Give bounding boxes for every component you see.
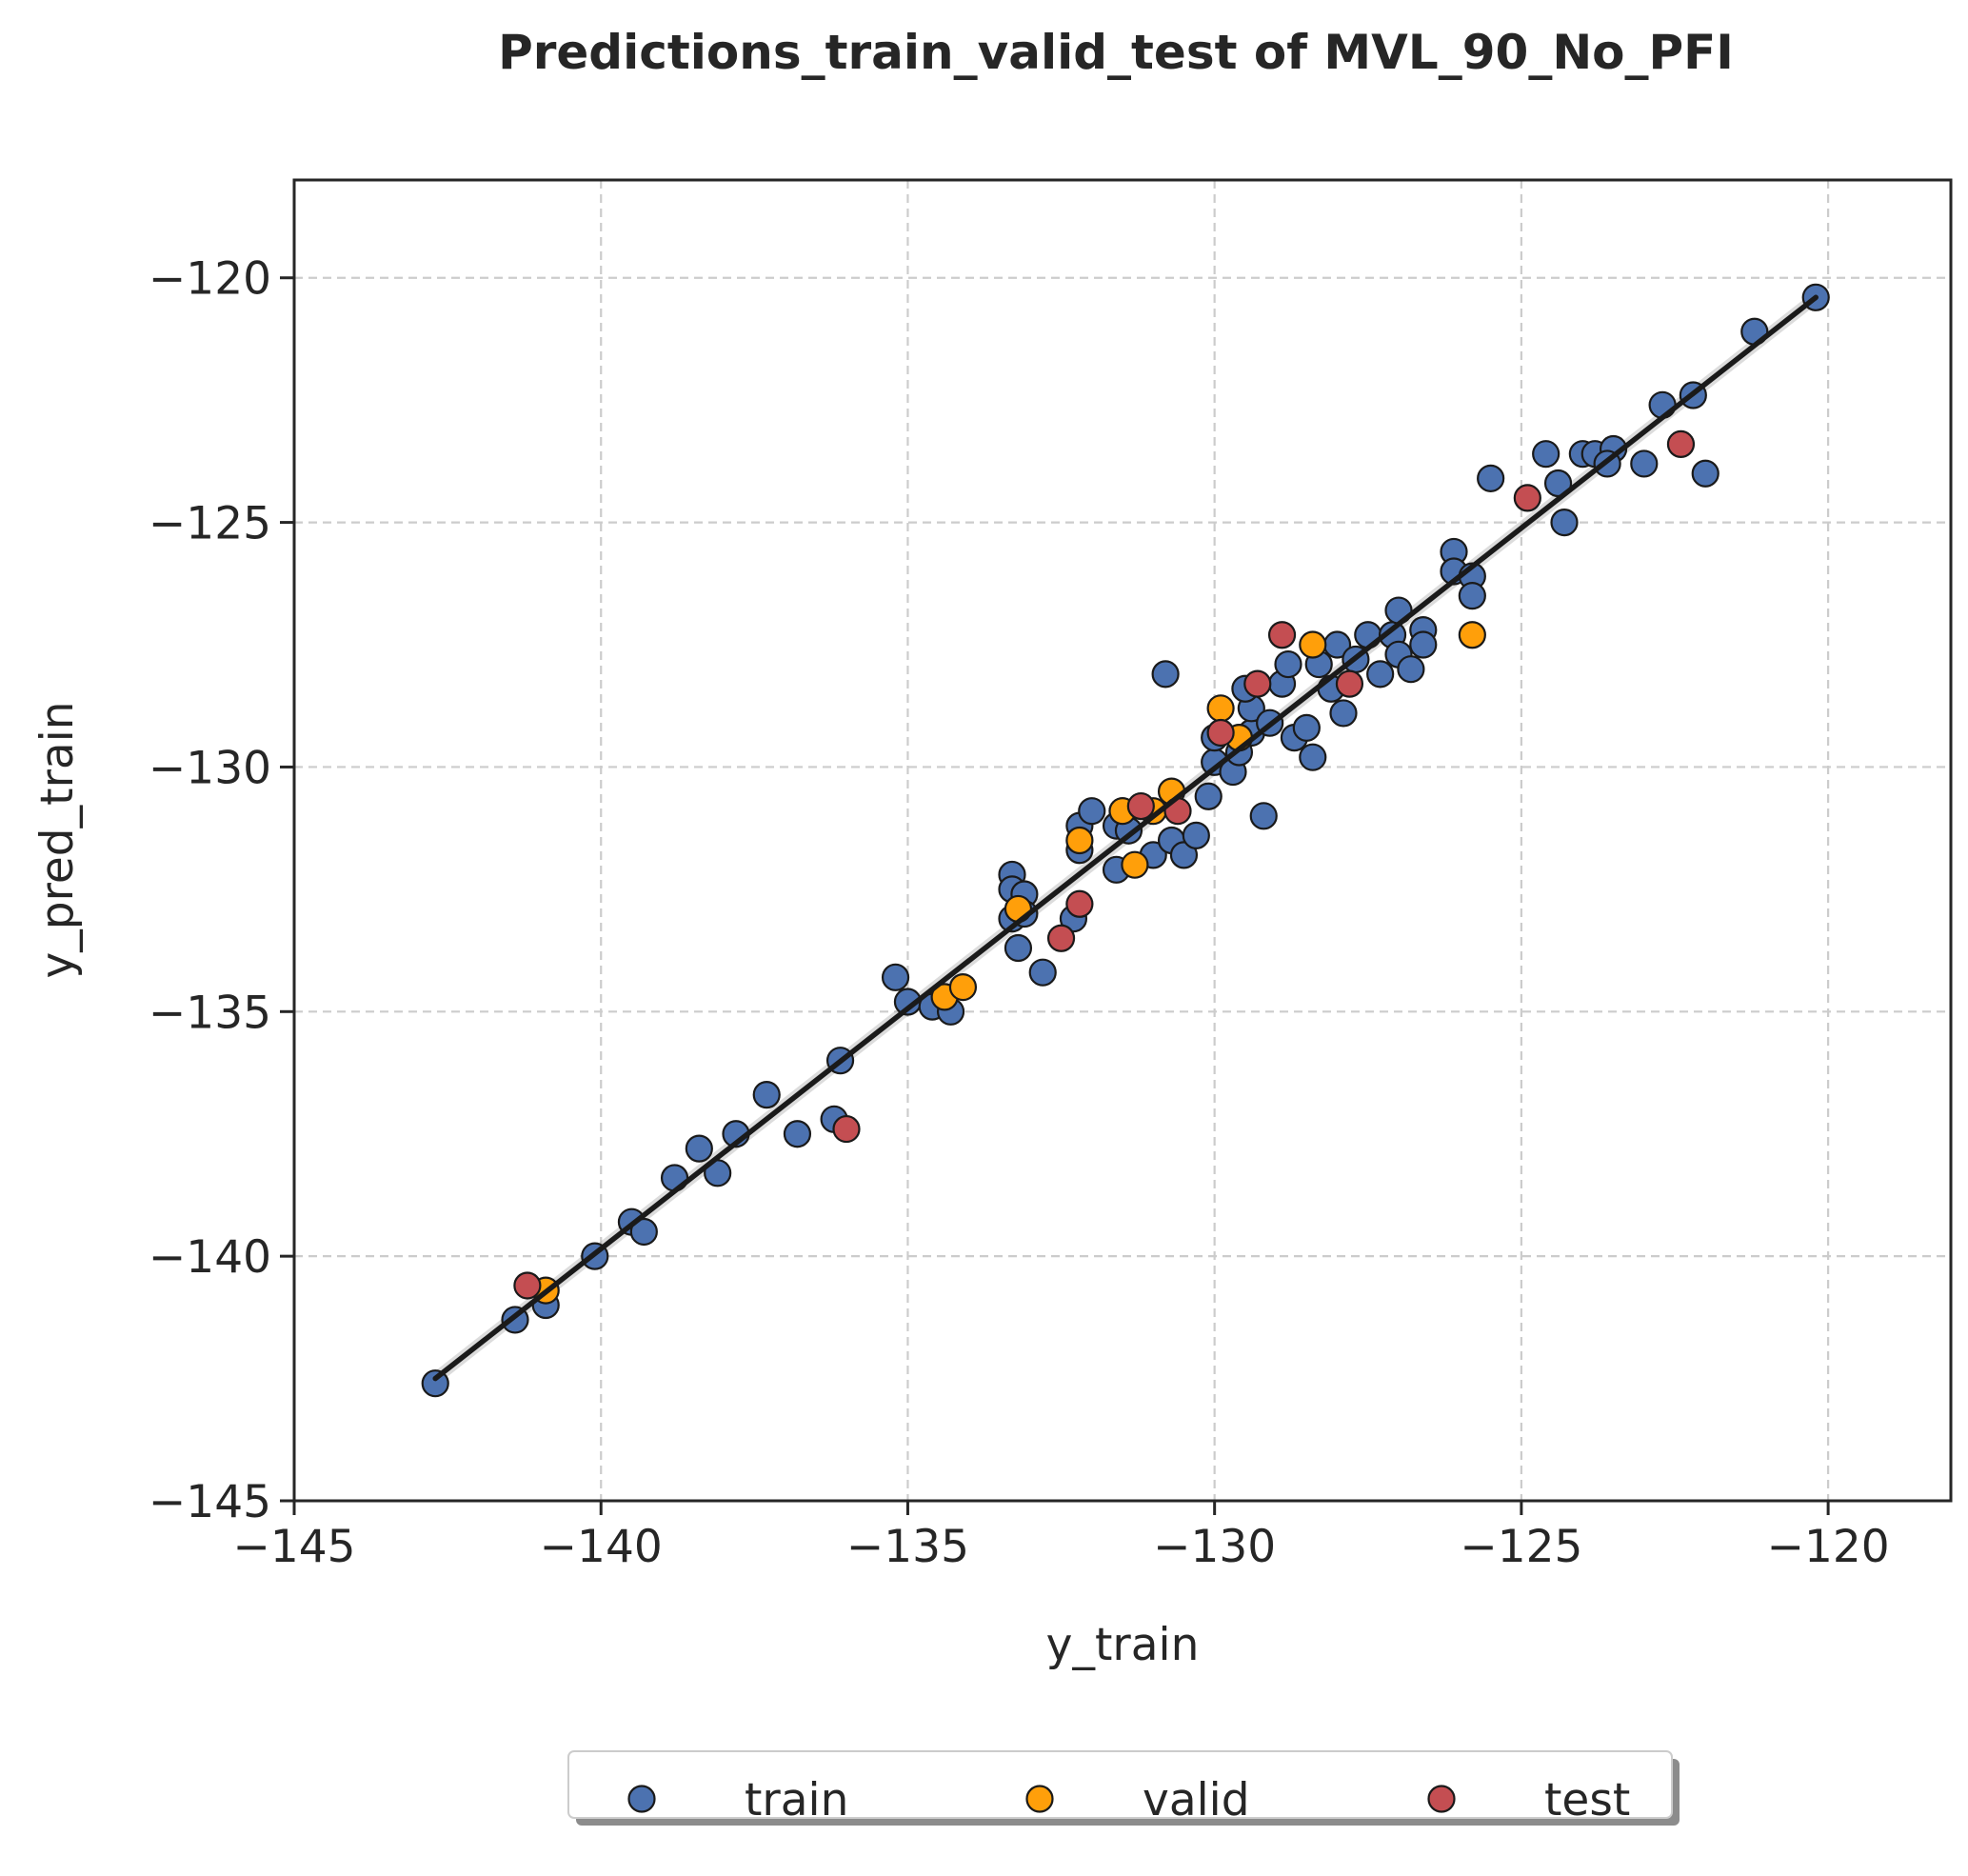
train-point bbox=[1329, 699, 1358, 728]
x-tick-label: −145 bbox=[232, 1521, 355, 1573]
test-point bbox=[1243, 669, 1272, 698]
valid-point bbox=[1458, 621, 1486, 649]
train-point bbox=[783, 1120, 812, 1148]
chart-title: Predictions_train_valid_test of MVL_90_N… bbox=[498, 25, 1734, 80]
train-point bbox=[1292, 713, 1321, 742]
train-point bbox=[1458, 582, 1486, 610]
train-point bbox=[1409, 630, 1438, 659]
y-tick-label: −135 bbox=[149, 987, 271, 1039]
legend-label-train: train bbox=[745, 1774, 848, 1826]
train-point bbox=[1151, 660, 1180, 689]
train-point bbox=[1397, 655, 1425, 684]
plot-frame bbox=[292, 178, 1953, 1503]
test-point bbox=[1206, 718, 1235, 748]
valid-point bbox=[1121, 850, 1149, 879]
y-tick-label: −120 bbox=[149, 253, 271, 306]
train-point bbox=[1169, 841, 1199, 869]
test-point bbox=[832, 1114, 861, 1144]
axis-ticks: −145 −140 −135 −130 −125 −120 −145 −140 −135 −130… bbox=[149, 253, 1890, 1573]
x-tick-label: −125 bbox=[1460, 1521, 1582, 1573]
train-point bbox=[1004, 933, 1033, 963]
grid bbox=[294, 180, 1951, 1501]
train-point bbox=[421, 1369, 449, 1398]
train-point bbox=[1648, 390, 1677, 419]
train-point bbox=[1194, 782, 1223, 810]
train-point bbox=[629, 1217, 658, 1247]
fit-line bbox=[432, 294, 1819, 1382]
train-point bbox=[1274, 649, 1302, 679]
legend: train valid test bbox=[567, 1750, 1680, 1826]
x-tick-label: −130 bbox=[1153, 1521, 1276, 1573]
x-tick-label: −135 bbox=[846, 1521, 969, 1573]
train-point bbox=[685, 1134, 713, 1163]
x-tick-label: −120 bbox=[1767, 1521, 1890, 1573]
train-point bbox=[1691, 459, 1720, 488]
test-point bbox=[1335, 669, 1364, 698]
test-point bbox=[1666, 429, 1696, 458]
train-point bbox=[1182, 821, 1210, 849]
legend-marker-train bbox=[627, 1785, 656, 1813]
test-point bbox=[1513, 484, 1541, 512]
train-point bbox=[1550, 508, 1579, 537]
valid-point bbox=[1065, 826, 1094, 855]
y-tick-label: −125 bbox=[149, 498, 271, 550]
legend-marker-test bbox=[1427, 1785, 1456, 1813]
test-point bbox=[1065, 889, 1094, 918]
y-axis-label: y_pred_train bbox=[31, 701, 84, 978]
test-point bbox=[513, 1271, 542, 1300]
train-point bbox=[1366, 660, 1395, 689]
train-point bbox=[1299, 743, 1327, 771]
legend-marker-valid bbox=[1025, 1785, 1054, 1813]
train-point bbox=[881, 963, 910, 991]
legend-label-valid: valid bbox=[1143, 1774, 1250, 1826]
y-tick-label: −145 bbox=[149, 1476, 271, 1528]
x-tick-label: −140 bbox=[540, 1521, 663, 1573]
train-point bbox=[1630, 449, 1659, 478]
y-tick-label: −140 bbox=[149, 1231, 271, 1284]
test-point bbox=[1267, 621, 1297, 649]
train-point bbox=[752, 1081, 781, 1109]
legend-box bbox=[567, 1750, 1673, 1819]
fit-line-layer bbox=[432, 294, 1819, 1382]
y-tick-label: −130 bbox=[149, 742, 271, 794]
train-point bbox=[1532, 440, 1560, 469]
valid-point bbox=[1299, 630, 1327, 659]
valid-point bbox=[948, 973, 978, 1002]
test-point bbox=[1126, 791, 1155, 821]
test-point bbox=[1046, 924, 1076, 952]
train-point bbox=[1249, 802, 1278, 830]
valid-point bbox=[1206, 694, 1235, 723]
train-point bbox=[1028, 958, 1057, 987]
train-point bbox=[1477, 464, 1505, 492]
train-point bbox=[1078, 797, 1106, 826]
x-axis-label: y_train bbox=[1046, 1619, 1200, 1671]
legend-label-test: test bbox=[1544, 1774, 1630, 1826]
